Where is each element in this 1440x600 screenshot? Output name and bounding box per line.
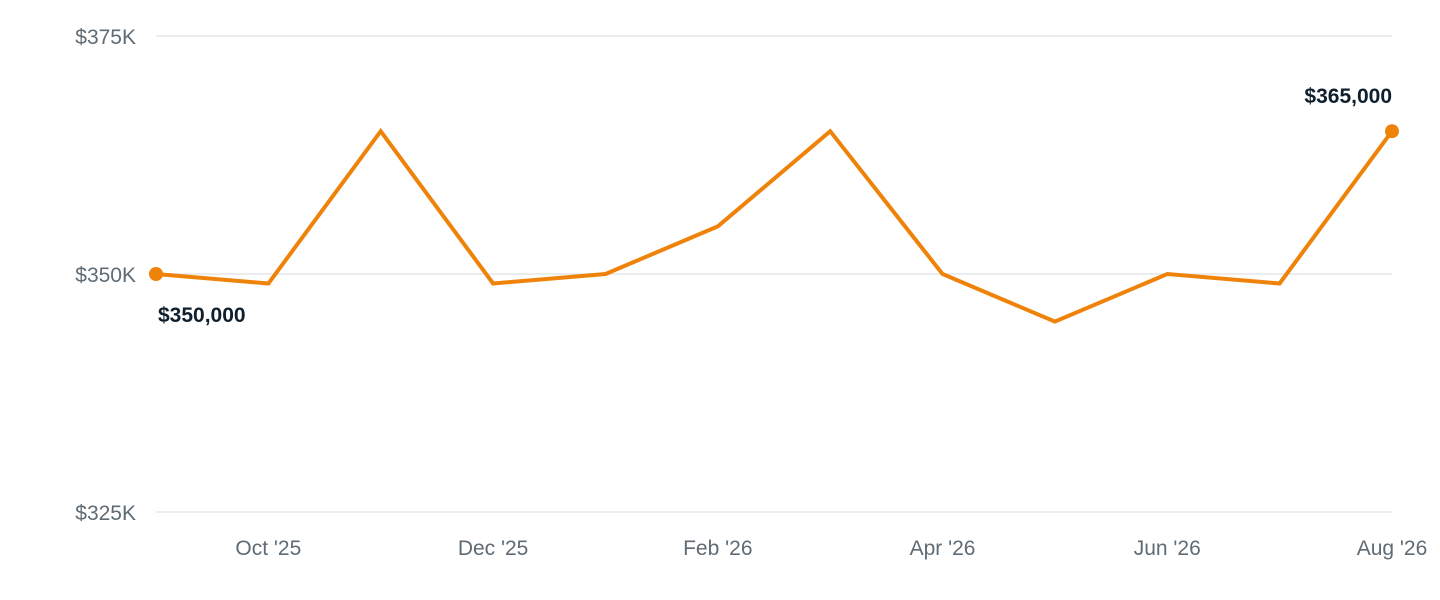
x-tick-label: Feb '26 bbox=[683, 537, 752, 560]
y-tick-label: $325K bbox=[75, 502, 136, 525]
marker-layer bbox=[149, 124, 1399, 281]
data-point-marker bbox=[1385, 124, 1399, 139]
x-tick-label: Jun '26 bbox=[1134, 537, 1201, 560]
x-tick-label: Oct '25 bbox=[235, 537, 301, 560]
x-tick-label: Aug '26 bbox=[1357, 537, 1428, 560]
grid bbox=[156, 35, 1392, 513]
x-tick-label: Dec '25 bbox=[458, 537, 529, 560]
data-label: $365,000 bbox=[1304, 85, 1392, 108]
data-label-layer: $350,000 $365,000 bbox=[158, 85, 1392, 327]
x-tick-label: Apr '26 bbox=[910, 537, 976, 560]
y-tick-label: $350K bbox=[75, 264, 136, 287]
series-layer bbox=[154, 127, 1394, 324]
data-point-marker bbox=[149, 267, 163, 281]
y-tick-label: $375K bbox=[75, 26, 136, 49]
data-label: $350,000 bbox=[158, 304, 246, 327]
series-line bbox=[154, 127, 1394, 324]
y-axis: $375K $350K $325K bbox=[75, 26, 136, 525]
x-axis: Oct '25 Dec '25 Feb '26 Apr '26 Jun '26 Aug '… bbox=[235, 537, 1427, 560]
